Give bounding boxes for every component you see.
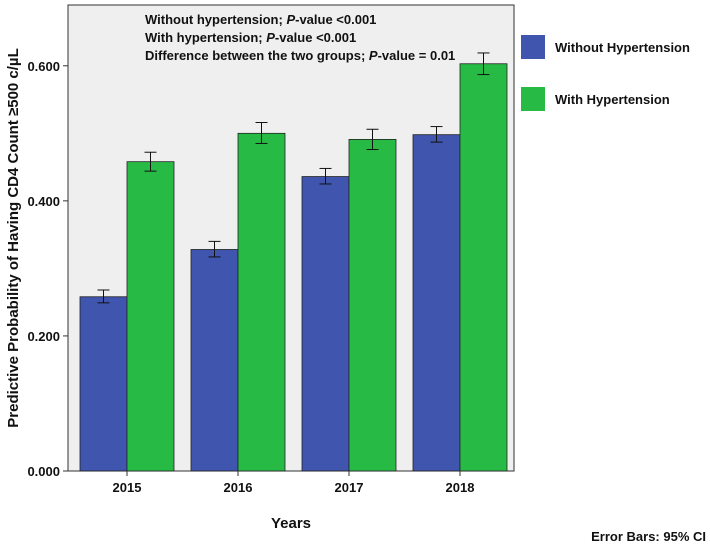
error-bars-layer bbox=[97, 52, 490, 304]
bar-2017-s1 bbox=[301, 176, 350, 472]
annotation-part: -value <0.001 bbox=[275, 30, 356, 45]
bar-2017-s2 bbox=[348, 138, 397, 472]
y-axis-title: Predictive Probability of Having CD4 Cou… bbox=[5, 48, 22, 427]
x-tick-label: 2018 bbox=[446, 480, 475, 495]
error-bar-2016-s2 bbox=[255, 122, 268, 144]
annotation-part: -value = 0.01 bbox=[378, 48, 456, 63]
error-bars-footnote: Error Bars: 95% CI bbox=[591, 529, 706, 544]
legend: Without Hypertension With Hypertension bbox=[521, 35, 690, 111]
error-bar-2018-s2 bbox=[477, 52, 490, 76]
legend-swatch bbox=[521, 35, 545, 59]
y-tick-label: 0.200 bbox=[27, 329, 60, 344]
annotation-part: P bbox=[266, 30, 275, 45]
error-bar-2015-s2 bbox=[144, 151, 157, 172]
annotation-part: Difference between the two groups; bbox=[145, 48, 369, 63]
legend-item-s2: With Hypertension bbox=[521, 87, 670, 111]
error-bar-2016-s1 bbox=[208, 240, 221, 258]
legend-label: Without Hypertension bbox=[555, 40, 690, 55]
bar-2016-s2 bbox=[237, 132, 286, 472]
x-tick-label: 2017 bbox=[335, 480, 364, 495]
x-axis: 2015 2016 2017 2018 bbox=[113, 471, 475, 495]
x-tick-label: 2016 bbox=[224, 480, 253, 495]
x-axis-title: Years bbox=[271, 515, 311, 532]
annotation-part: P bbox=[369, 48, 378, 63]
annotation-line: Difference between the two groups; P-val… bbox=[145, 48, 455, 63]
annotation-line: Without hypertension; P-value <0.001 bbox=[145, 12, 376, 27]
y-tick-label: 0.400 bbox=[27, 194, 60, 209]
bar-2018-s2 bbox=[459, 63, 508, 472]
error-bar-2018-s1 bbox=[430, 126, 443, 143]
annotation-part: -value <0.001 bbox=[295, 12, 376, 27]
annotation-part: With hypertension; bbox=[145, 30, 266, 45]
error-bar-2017-s2 bbox=[366, 128, 379, 151]
bars-layer bbox=[79, 63, 508, 472]
x-tick-label: 2015 bbox=[113, 480, 142, 495]
annotation-part: P bbox=[286, 12, 295, 27]
bar-2016-s1 bbox=[190, 249, 239, 472]
p-value-annotations: Without hypertension; P-value <0.001With… bbox=[145, 12, 455, 63]
bar-2015-s2 bbox=[126, 161, 175, 472]
annotation-part: Without hypertension; bbox=[145, 12, 286, 27]
y-tick-label: 0.600 bbox=[27, 59, 60, 74]
bar-2018-s1 bbox=[412, 134, 461, 472]
legend-label: With Hypertension bbox=[555, 92, 670, 107]
bar-2015-s1 bbox=[79, 296, 128, 472]
annotation-line: With hypertension; P-value <0.001 bbox=[145, 30, 356, 45]
legend-item-s1: Without Hypertension bbox=[521, 35, 690, 59]
legend-swatch bbox=[521, 87, 545, 111]
error-bar-2017-s1 bbox=[319, 167, 332, 185]
error-bar-2015-s1 bbox=[97, 289, 110, 304]
y-tick-label: 0.000 bbox=[27, 464, 60, 479]
y-axis: 0.000 0.200 0.400 0.600 bbox=[27, 59, 68, 479]
